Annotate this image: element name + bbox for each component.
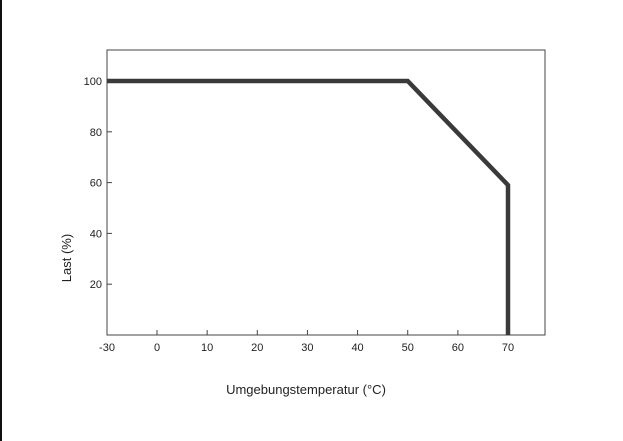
x-tick-label: 60 [452, 342, 464, 354]
y-axis-title: Last (%) [59, 234, 74, 282]
x-tick-label: 10 [201, 342, 213, 354]
x-tick-label: 0 [154, 342, 160, 354]
y-tick-label: 80 [90, 127, 102, 139]
y-tick-label: 60 [90, 178, 102, 190]
x-axis-ticks: -30 0 10 20 30 40 50 60 70 [99, 330, 514, 354]
y-tick-label: 20 [90, 279, 102, 291]
y-tick-label: 100 [84, 76, 102, 88]
plot-frame [106, 49, 546, 336]
series-line [107, 78, 511, 335]
x-tick-label: -30 [99, 342, 115, 354]
x-tick-label: 40 [351, 342, 363, 354]
y-axis-ticks: 20 40 60 80 100 [84, 76, 112, 291]
y-tick-label: 40 [90, 228, 102, 240]
x-tick-label: 70 [502, 342, 514, 354]
x-tick-label: 20 [251, 342, 263, 354]
left-edge-line [0, 0, 2, 441]
x-axis-title: Umgebungstemperatur (°C) [226, 382, 386, 397]
x-tick-label: 30 [301, 342, 313, 354]
x-tick-label: 50 [402, 342, 414, 354]
